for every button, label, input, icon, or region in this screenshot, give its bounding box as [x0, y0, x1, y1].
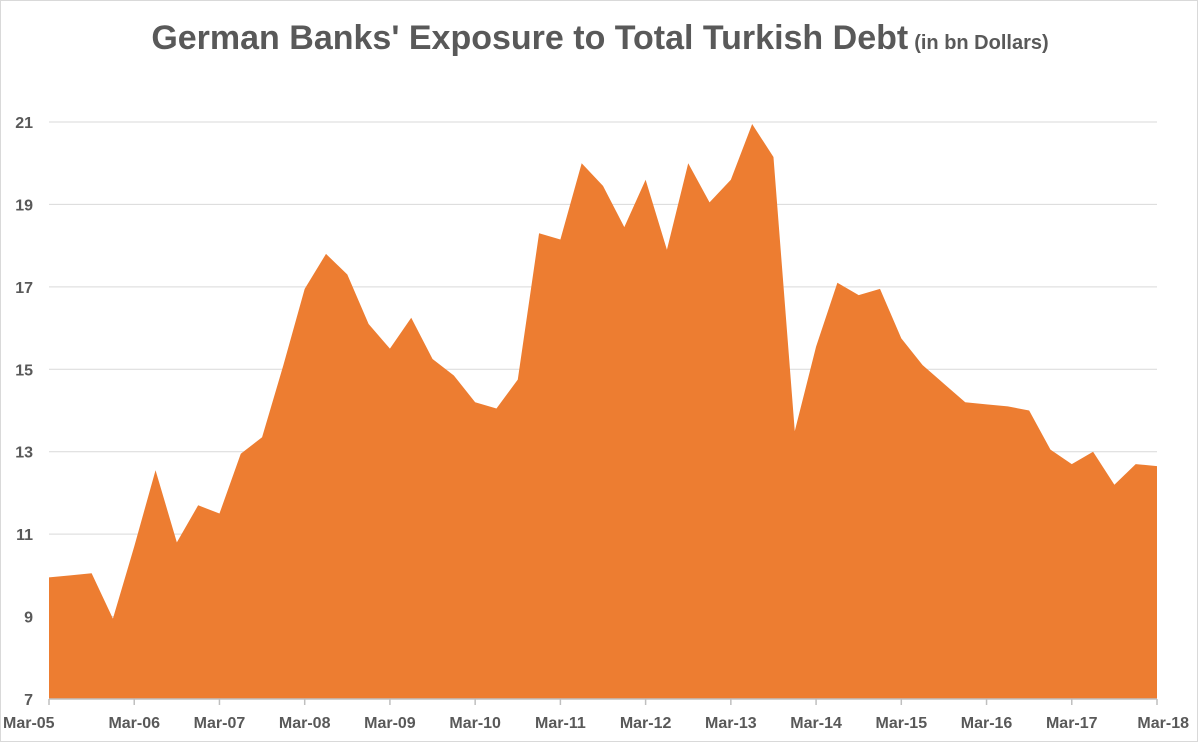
x-tick-label: Mar-09 — [364, 715, 416, 732]
x-tick-label: Mar-08 — [279, 715, 331, 732]
area-layer — [49, 124, 1157, 699]
x-tick-label: Mar-10 — [449, 715, 501, 732]
x-tick-label: Mar-12 — [620, 715, 672, 732]
y-tick-label: 15 — [15, 362, 33, 379]
y-tick-label: 19 — [15, 197, 33, 214]
x-tick-label: Mar-05 — [3, 715, 55, 732]
x-tick-label: Mar-18 — [1137, 715, 1189, 732]
x-tick-label: Mar-16 — [961, 715, 1013, 732]
y-tick-labels: 7 9 11 13 15 17 19 21 — [15, 115, 33, 709]
chart-title-unit: (in bn Dollars) — [914, 32, 1049, 54]
y-tick-label: 21 — [15, 115, 33, 132]
y-tick-label: 13 — [15, 445, 33, 462]
series-area — [49, 124, 1157, 699]
x-tick-label: Mar-07 — [194, 715, 246, 732]
y-tick-label: 17 — [15, 280, 33, 297]
y-tick-label: 11 — [16, 527, 33, 544]
y-tick-label: 7 — [24, 692, 33, 709]
y-tick-label: 9 — [24, 610, 33, 627]
x-tick-label: Mar-06 — [108, 715, 160, 732]
x-tick-labels: Mar-05 Mar-06 Mar-07 Mar-08 Mar-09 Mar-10 Mar-… — [3, 715, 1189, 732]
x-tick-label: Mar-15 — [876, 715, 928, 732]
x-tick-label: Mar-13 — [705, 715, 757, 732]
chart-title: German Banks' Exposure to Total Turkish … — [1, 19, 1199, 58]
x-tick-label: Mar-11 — [535, 715, 586, 732]
x-tick-label: Mar-17 — [1046, 715, 1098, 732]
axes — [48, 698, 1158, 705]
x-tick-label: Mar-14 — [790, 715, 842, 732]
chart-title-main: German Banks' Exposure to Total Turkish … — [151, 19, 909, 57]
